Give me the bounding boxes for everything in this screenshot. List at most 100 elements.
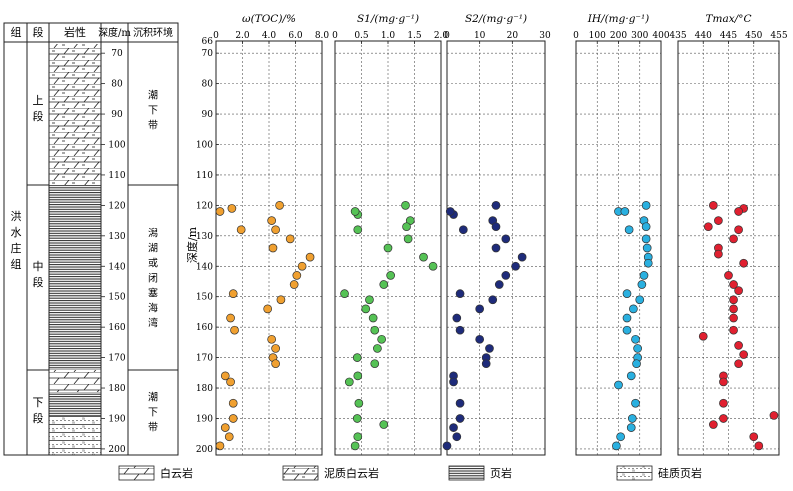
litho-argillaceous-dolomite <box>49 44 101 185</box>
data-point <box>455 398 465 408</box>
litho-dolomite <box>49 370 101 392</box>
header-lithology: 岩性 <box>64 25 86 39</box>
data-point <box>370 359 380 369</box>
data-point <box>719 414 728 423</box>
y-tick-label: 100 <box>196 141 213 151</box>
data-point <box>271 359 280 369</box>
legend: 白云岩 泥质白云岩 页岩 硅质页岩 <box>118 465 702 481</box>
panel-title: IH/(mg·g⁻¹) <box>587 13 650 25</box>
data-point <box>616 432 625 442</box>
member-upper-name: 上段 <box>33 94 44 123</box>
data-point <box>724 271 733 280</box>
data-point <box>228 289 238 299</box>
data-point <box>639 271 649 280</box>
data-point <box>614 380 623 390</box>
data-point <box>352 353 362 362</box>
legend-swatch-siliceous-shale <box>616 465 653 481</box>
x-tick-label: 20 <box>507 31 519 41</box>
data-point <box>703 222 713 232</box>
member-middle-name: 中段 <box>33 260 44 289</box>
data-point <box>491 201 501 210</box>
x-tick-label: 0 <box>444 31 450 41</box>
depth-tick-label: 80 <box>111 80 123 90</box>
data-point <box>442 441 452 451</box>
data-point <box>729 313 738 323</box>
data-point <box>632 359 641 369</box>
legend-label-siliceous-shale: 硅质页岩 <box>658 466 702 480</box>
data-point <box>708 420 718 429</box>
y-tick-label: 150 <box>196 293 213 303</box>
data-point <box>353 371 363 381</box>
data-point <box>734 225 743 235</box>
panel-2: 0 0.5 1.0 1.5 2.0 S1/(mg·g⁻¹) <box>332 13 449 456</box>
lithology-column <box>48 41 102 456</box>
data-point <box>485 344 494 353</box>
depth-tick-label: 170 <box>108 354 125 364</box>
data-point <box>729 304 738 314</box>
data-point <box>714 249 723 259</box>
y-tick-label: 140 <box>196 262 213 272</box>
depth-tick-label: 180 <box>108 384 125 394</box>
x-tick-label: 0.5 <box>354 31 369 41</box>
data-point <box>491 222 501 232</box>
data-point <box>276 295 286 305</box>
data-point <box>729 280 738 289</box>
data-point <box>220 423 230 432</box>
data-point <box>633 344 642 353</box>
data-point <box>641 222 651 232</box>
data-point <box>481 359 491 369</box>
x-tick-label: 100 <box>589 31 606 41</box>
data-point <box>230 325 239 335</box>
data-point <box>501 271 511 280</box>
legend-label-dolomite: 白云岩 <box>160 466 193 480</box>
x-tick-label: 300 <box>631 31 648 41</box>
panel-frame <box>677 40 780 456</box>
data-point <box>708 201 718 210</box>
header-member: 段 <box>33 25 44 39</box>
data-point <box>354 398 364 408</box>
y-axis-label: 深度/m <box>185 226 199 263</box>
data-point <box>635 295 645 305</box>
data-point <box>626 423 636 432</box>
litho-shale <box>49 392 101 416</box>
data-point <box>631 334 640 344</box>
panel-1: 0 2.0 4.0 6.0 8.0 ω(TOC)/% <box>213 13 329 456</box>
data-point <box>622 325 632 335</box>
y-tick-label: 90 <box>202 110 214 120</box>
member-lower-name: 下段 <box>33 396 44 425</box>
x-tick-label: 440 <box>695 31 712 41</box>
depth-tick-label: 130 <box>108 232 125 242</box>
data-point <box>275 201 284 210</box>
data-point <box>734 341 743 350</box>
data-point <box>458 225 468 235</box>
x-tick-label: 2.0 <box>434 31 449 41</box>
depth-tick-label: 160 <box>108 323 125 333</box>
data-point <box>452 313 462 323</box>
data-point <box>353 225 363 235</box>
data-point <box>494 280 504 289</box>
data-point <box>637 280 647 289</box>
depth-tick-label: 110 <box>108 171 125 181</box>
legend-label-shale: 页岩 <box>490 466 512 480</box>
data-point <box>361 304 371 314</box>
environment-lower: 潮下带 <box>148 391 158 434</box>
data-point <box>305 252 315 262</box>
data-point <box>475 334 485 344</box>
data-point <box>215 441 225 451</box>
panel-title: S1/(mg·g⁻¹) <box>357 13 419 25</box>
y-tick-label: 66 <box>202 37 214 47</box>
y-tick-label: 70 <box>202 49 214 59</box>
data-point <box>622 289 632 299</box>
legend-swatch-shale <box>448 465 485 481</box>
depth-scale: 70 80 90 100 110 120 130 140 150 160 170 180 190 200 <box>101 49 126 455</box>
data-point <box>419 252 428 262</box>
data-point <box>226 313 235 323</box>
y-tick-label: 190 <box>196 414 213 424</box>
data-point <box>626 371 636 381</box>
data-point <box>379 280 389 289</box>
data-point <box>475 304 485 314</box>
data-point <box>612 441 621 451</box>
data-point <box>455 325 465 335</box>
